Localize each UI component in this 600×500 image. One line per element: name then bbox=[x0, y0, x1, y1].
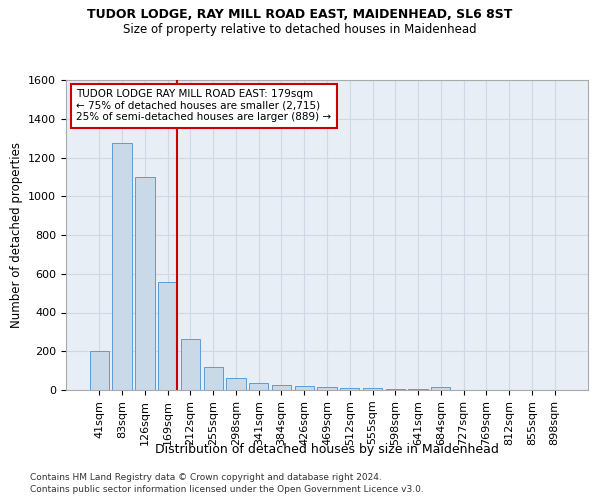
Text: TUDOR LODGE, RAY MILL ROAD EAST, MAIDENHEAD, SL6 8ST: TUDOR LODGE, RAY MILL ROAD EAST, MAIDENH… bbox=[88, 8, 512, 20]
Bar bbox=[249, 383, 268, 390]
Bar bbox=[340, 388, 359, 390]
Text: Size of property relative to detached houses in Maidenhead: Size of property relative to detached ho… bbox=[123, 22, 477, 36]
Bar bbox=[90, 351, 109, 390]
Bar bbox=[158, 282, 178, 390]
Y-axis label: Number of detached properties: Number of detached properties bbox=[10, 142, 23, 328]
Bar bbox=[295, 386, 314, 390]
Bar bbox=[203, 367, 223, 390]
Bar bbox=[181, 338, 200, 390]
Bar bbox=[112, 143, 132, 390]
Bar bbox=[386, 389, 405, 390]
Bar bbox=[431, 387, 451, 390]
Text: Contains HM Land Registry data © Crown copyright and database right 2024.: Contains HM Land Registry data © Crown c… bbox=[30, 472, 382, 482]
Bar bbox=[363, 388, 382, 390]
Bar bbox=[317, 387, 337, 390]
Text: Contains public sector information licensed under the Open Government Licence v3: Contains public sector information licen… bbox=[30, 485, 424, 494]
Text: TUDOR LODGE RAY MILL ROAD EAST: 179sqm
← 75% of detached houses are smaller (2,7: TUDOR LODGE RAY MILL ROAD EAST: 179sqm ←… bbox=[76, 90, 332, 122]
Bar bbox=[272, 385, 291, 390]
Text: Distribution of detached houses by size in Maidenhead: Distribution of detached houses by size … bbox=[155, 442, 499, 456]
Bar bbox=[226, 378, 245, 390]
Bar bbox=[135, 177, 155, 390]
